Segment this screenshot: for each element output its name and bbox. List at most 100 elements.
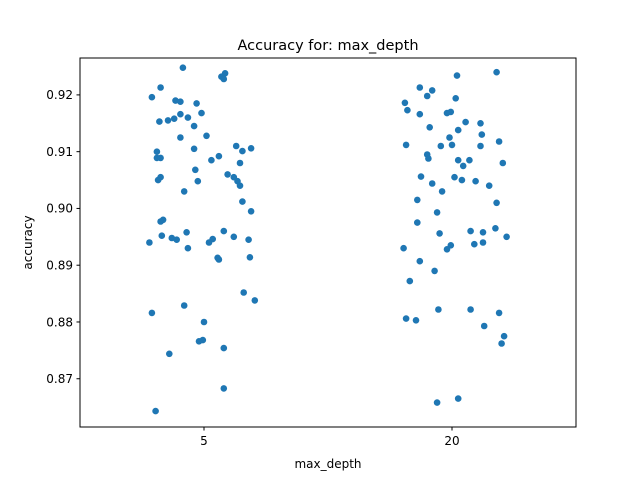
data-point-20 <box>451 173 458 181</box>
data-point-5 <box>220 75 228 83</box>
data-point-5 <box>179 64 187 71</box>
data-point-5 <box>152 407 159 415</box>
data-point-5 <box>239 147 246 155</box>
data-point-20 <box>454 126 462 134</box>
data-point-20 <box>493 68 500 76</box>
data-point-5 <box>146 239 153 246</box>
data-point-5 <box>154 176 162 184</box>
data-point-20 <box>479 239 487 246</box>
data-point-20 <box>471 240 478 248</box>
data-point-5 <box>166 350 173 358</box>
data-point-20 <box>431 267 438 275</box>
data-point-5 <box>247 145 255 152</box>
data-point-20 <box>433 399 441 406</box>
data-point-5 <box>192 166 199 174</box>
data-point-5 <box>173 236 180 243</box>
data-point-20 <box>401 99 409 107</box>
x-axis-label: max_depth <box>294 457 361 471</box>
data-point-20 <box>402 315 410 322</box>
data-point-5 <box>239 198 246 205</box>
data-point-20 <box>500 332 508 340</box>
data-point-5 <box>148 93 156 101</box>
data-point-5 <box>215 256 223 263</box>
x-tick-label: 5 <box>200 434 208 448</box>
data-point-20 <box>423 92 431 100</box>
data-point-5 <box>198 109 205 117</box>
data-point-5 <box>164 117 172 124</box>
data-point-5 <box>220 227 228 235</box>
data-point-5 <box>220 385 228 392</box>
data-point-20 <box>454 156 462 164</box>
data-point-5 <box>203 132 210 140</box>
data-point-20 <box>478 131 486 138</box>
data-point-20 <box>503 233 510 241</box>
data-point-5 <box>184 114 192 121</box>
data-point-5 <box>200 318 208 326</box>
data-point-5 <box>224 171 231 178</box>
y-tick-label: 0.87 <box>46 372 73 386</box>
data-point-5 <box>246 253 254 261</box>
data-point-20 <box>416 257 424 265</box>
y-tick-label: 0.90 <box>46 202 73 216</box>
data-point-20 <box>412 317 420 324</box>
data-point-20 <box>467 227 474 235</box>
data-point-20 <box>495 138 503 145</box>
data-point-20 <box>446 134 453 141</box>
data-point-5 <box>153 148 161 155</box>
data-point-5 <box>195 338 203 345</box>
data-point-5 <box>247 208 255 215</box>
data-point-20 <box>436 230 443 237</box>
data-point-5 <box>177 134 184 141</box>
data-point-5 <box>251 297 259 304</box>
points-layer <box>146 64 510 415</box>
data-point-5 <box>194 177 202 185</box>
data-point-20 <box>498 340 505 347</box>
data-point-20 <box>452 95 460 102</box>
data-point-5 <box>180 302 188 309</box>
data-point-5 <box>157 84 164 91</box>
data-point-20 <box>400 244 407 252</box>
data-point-20 <box>493 199 500 207</box>
data-point-20 <box>404 106 411 114</box>
data-point-5 <box>180 188 188 195</box>
data-point-20 <box>416 110 424 118</box>
data-point-20 <box>495 309 503 317</box>
chart-title: Accuracy for: max_depth <box>237 38 418 54</box>
data-point-20 <box>485 182 493 189</box>
y-axis: 0.87 0.88 0.89 0.90 0.91 0.92 <box>46 88 80 386</box>
data-point-20 <box>416 84 424 91</box>
y-tick-label: 0.91 <box>46 145 73 159</box>
data-point-5 <box>158 232 166 239</box>
data-point-5 <box>236 159 244 167</box>
data-point-20 <box>467 306 474 313</box>
data-point-20 <box>480 322 488 330</box>
data-point-20 <box>428 87 436 94</box>
x-axis: 5 20 <box>200 427 460 448</box>
data-point-5 <box>177 98 184 105</box>
x-tick-label: 20 <box>444 434 459 448</box>
y-tick-label: 0.92 <box>46 88 73 102</box>
data-point-20 <box>466 156 473 164</box>
data-point-20 <box>425 155 432 162</box>
data-point-5 <box>170 115 178 122</box>
data-point-20 <box>472 177 479 185</box>
data-point-20 <box>426 124 434 131</box>
plot-frame <box>79 57 577 428</box>
data-point-20 <box>443 109 451 117</box>
data-point-20 <box>433 209 441 216</box>
data-point-20 <box>479 229 487 236</box>
data-point-5 <box>245 236 252 243</box>
data-point-20 <box>428 180 436 187</box>
y-tick-label: 0.88 <box>46 315 73 329</box>
data-point-20 <box>492 225 499 232</box>
data-point-5 <box>220 344 228 352</box>
data-point-5 <box>208 156 215 164</box>
data-point-5 <box>215 152 223 160</box>
data-point-20 <box>402 141 410 149</box>
data-point-20 <box>414 219 421 226</box>
data-point-20 <box>443 246 451 253</box>
data-point-5 <box>156 118 163 125</box>
y-axis-label: accuracy <box>21 215 35 269</box>
